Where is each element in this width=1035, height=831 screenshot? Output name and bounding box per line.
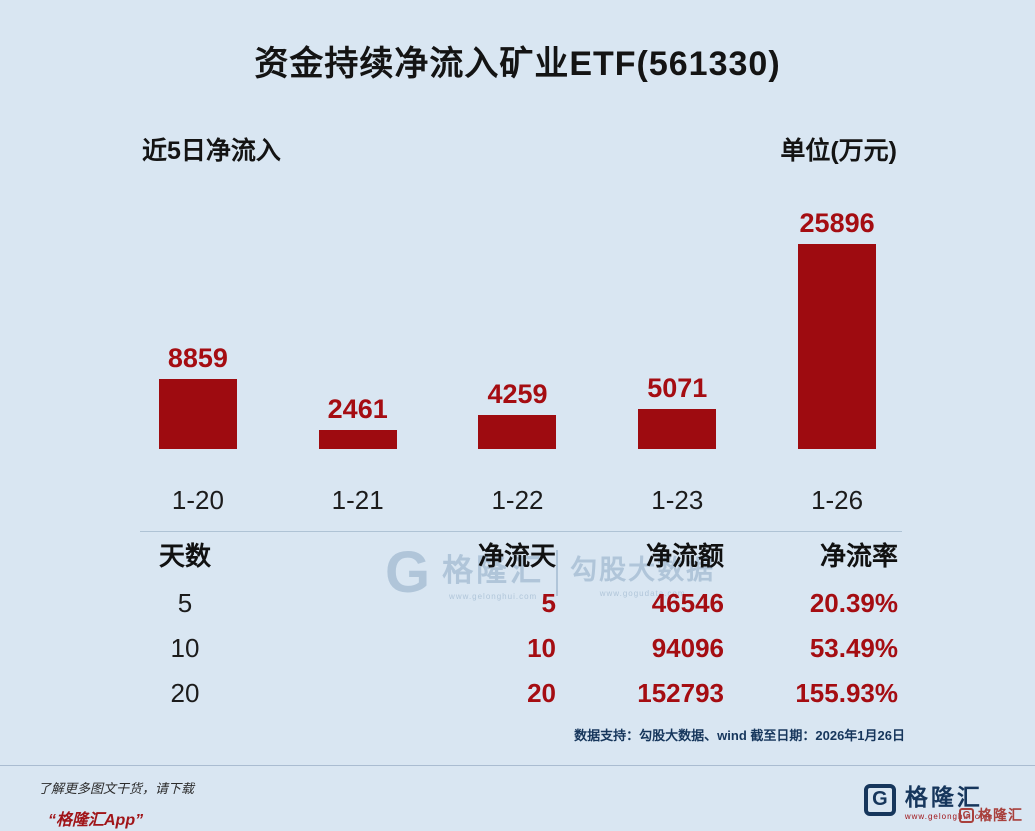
watermark-separator xyxy=(556,550,559,596)
promo-app-name: “格隆汇App” xyxy=(48,812,144,829)
table-cell: 20 xyxy=(527,677,556,708)
corner-brand-logo: G 格隆汇 xyxy=(959,805,1023,825)
bar-group-1-23: 5071 xyxy=(597,375,757,449)
table-divider-line xyxy=(140,531,902,532)
table-cell: 10 xyxy=(527,632,556,663)
table-cell: 46546 xyxy=(651,587,724,618)
bar-value-label: 5071 xyxy=(647,373,708,403)
table-cell: 20 xyxy=(170,677,200,708)
bar xyxy=(798,244,877,449)
bar-value-label: 2461 xyxy=(327,394,388,424)
bar-group-1-20: 8859 xyxy=(118,345,278,449)
bar-group-1-26: 25896 xyxy=(757,210,917,449)
bar-value-label: 25896 xyxy=(799,208,875,238)
brand-url: www.gelonghui.com xyxy=(904,812,993,821)
data-source-note: 数据支持：勾股大数据、wind 截至日期：2026年1月26日 xyxy=(574,728,905,743)
brand-text: 格隆汇 www.gelonghui.com xyxy=(905,778,993,821)
table-cell: 94096 xyxy=(651,632,724,663)
table-header-cell: 净流天 xyxy=(477,541,556,571)
table-row: 5 5 46546 20.39% xyxy=(140,580,902,625)
table-header-cell: 净流率 xyxy=(819,541,898,571)
x-axis-labels: 1-20 1-21 1-22 1-23 1-26 xyxy=(118,485,917,516)
footer-divider-line xyxy=(0,765,1035,766)
watermark-g-icon: G xyxy=(385,539,431,605)
table-header-cell: 天数 xyxy=(158,541,211,571)
brand-name: 格隆汇 xyxy=(904,784,983,810)
corner-g-icon: G xyxy=(959,807,974,823)
bar xyxy=(158,379,237,449)
watermark: G 格隆汇 www.gelonghui.com 勾股大数据 www.goguda… xyxy=(385,539,715,605)
bar xyxy=(638,409,717,449)
x-axis-label: 1-22 xyxy=(491,485,544,515)
watermark-partner: 勾股大数据 xyxy=(570,555,716,585)
x-axis-label: 1-23 xyxy=(651,485,704,515)
table-cell: 5 xyxy=(541,587,556,618)
bar-value-label: 8859 xyxy=(167,343,228,373)
table-header-cell: 净流额 xyxy=(645,541,724,571)
watermark-partner-url: www.gogudata.com xyxy=(599,589,686,598)
watermark-brand: 格隆汇 xyxy=(442,553,545,588)
chart-unit-label: 单位(万元) xyxy=(780,137,897,165)
table-row: 10 10 94096 53.49% xyxy=(140,625,902,670)
watermark-brand-url: www.gelonghui.com xyxy=(449,592,538,601)
x-axis-label: 1-21 xyxy=(331,485,384,515)
watermark-brand-block: 格隆汇 www.gelonghui.com xyxy=(442,545,544,601)
chart-subtitle: 近5日净流入 xyxy=(142,137,281,165)
x-axis-label: 1-26 xyxy=(811,485,864,515)
table-header-row: 天数 净流天 净流额 净流率 xyxy=(140,532,902,580)
table-cell: 53.49% xyxy=(809,632,898,663)
x-axis-label: 1-20 xyxy=(171,485,224,515)
table-cell: 20.39% xyxy=(809,587,898,618)
bar-group-1-21: 2461 xyxy=(278,396,438,449)
table-cell: 5 xyxy=(177,587,193,618)
watermark-partner-block: 勾股大数据 www.gogudata.com xyxy=(570,548,715,598)
bar xyxy=(478,415,557,449)
table-cell: 155.93% xyxy=(795,677,898,708)
table-row: 20 20 152793 155.93% xyxy=(140,670,902,715)
corner-brand-name: 格隆汇 xyxy=(978,807,1023,823)
app-promo: 了解更多图文干货，请下载 “格隆汇App” xyxy=(38,778,194,830)
bar-chart: 8859 2461 4259 5071 25896 xyxy=(118,199,917,449)
bar-group-1-22: 4259 xyxy=(438,381,598,449)
table-cell: 10 xyxy=(170,632,200,663)
flow-stats-table: 天数 净流天 净流额 净流率 5 5 46546 20.39% 10 10 94096 53.49%… xyxy=(140,532,902,715)
bar xyxy=(318,430,397,449)
footer: 了解更多图文干货，请下载 “格隆汇App” G 格隆汇 www.gelonghu… xyxy=(0,766,1035,830)
brand-logo: G 格隆汇 www.gelonghui.com xyxy=(863,778,993,821)
brand-g-icon: G xyxy=(863,783,896,816)
bar-value-label: 4259 xyxy=(487,379,548,409)
chart-header-row: 近5日净流入 单位(万元) xyxy=(142,131,897,167)
page-title: 资金持续净流入矿业ETF(561330) xyxy=(254,45,781,83)
promo-text: 了解更多图文干货，请下载 xyxy=(38,781,195,796)
table-cell: 152793 xyxy=(637,677,724,708)
